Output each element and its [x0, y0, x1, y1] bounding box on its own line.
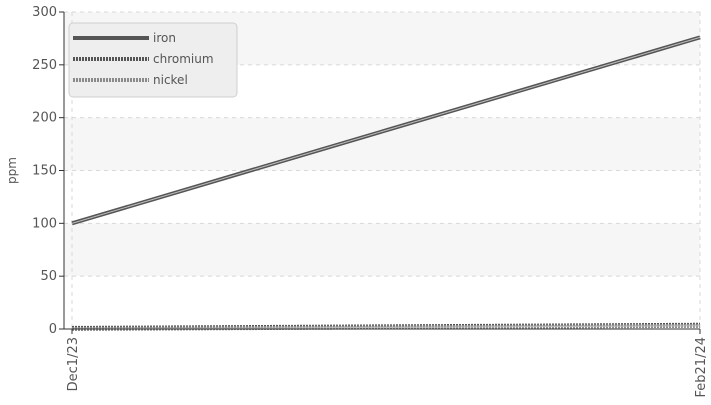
y-tick-label: 0 — [49, 322, 57, 337]
background-bands — [64, 12, 700, 277]
legend: iron chromium nickel — [68, 22, 238, 98]
y-axis-ticks: 0 50 100 150 200 250 300 — [32, 5, 64, 337]
grid-band — [64, 223, 700, 277]
y-tick-label: 100 — [32, 216, 57, 231]
legend-label-nickel: nickel — [153, 73, 188, 87]
series-highlight-nickel — [71, 325, 701, 330]
series-layer — [71, 35, 701, 331]
legend-label-chromium: chromium — [153, 52, 214, 66]
grid-band — [64, 117, 700, 171]
y-tick-label: 250 — [32, 58, 57, 73]
x-tick-label: Feb21/24 — [694, 337, 709, 397]
y-tick-label: 300 — [32, 5, 57, 20]
legend-label-iron: iron — [153, 31, 176, 45]
x-tick-label: Dec1/23 — [66, 337, 81, 391]
x-axis-ticks: Dec1/23 Feb21/24 — [66, 329, 709, 397]
y-tick-label: 200 — [32, 111, 57, 126]
y-tick-label: 150 — [32, 164, 57, 179]
y-tick-label: 50 — [40, 269, 57, 284]
series-highlight-iron — [71, 36, 701, 224]
y-axis-title: ppm — [5, 157, 19, 184]
